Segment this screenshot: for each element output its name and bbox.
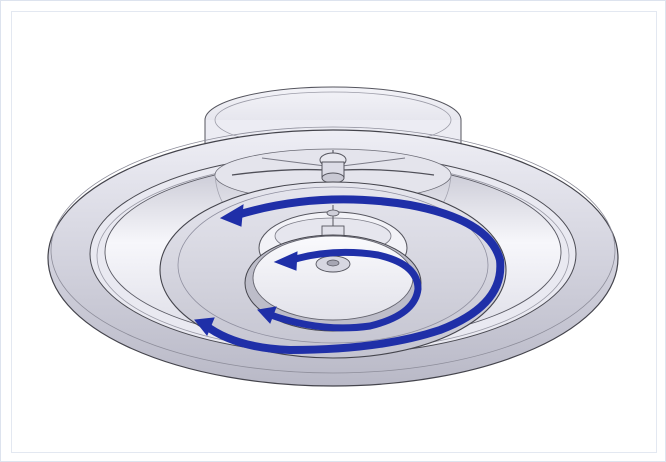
support-spokes xyxy=(231,150,435,218)
spiral-arrow-icon xyxy=(266,248,422,332)
rotation-arrows xyxy=(194,195,505,355)
spiral-arrow-icon xyxy=(202,195,505,355)
